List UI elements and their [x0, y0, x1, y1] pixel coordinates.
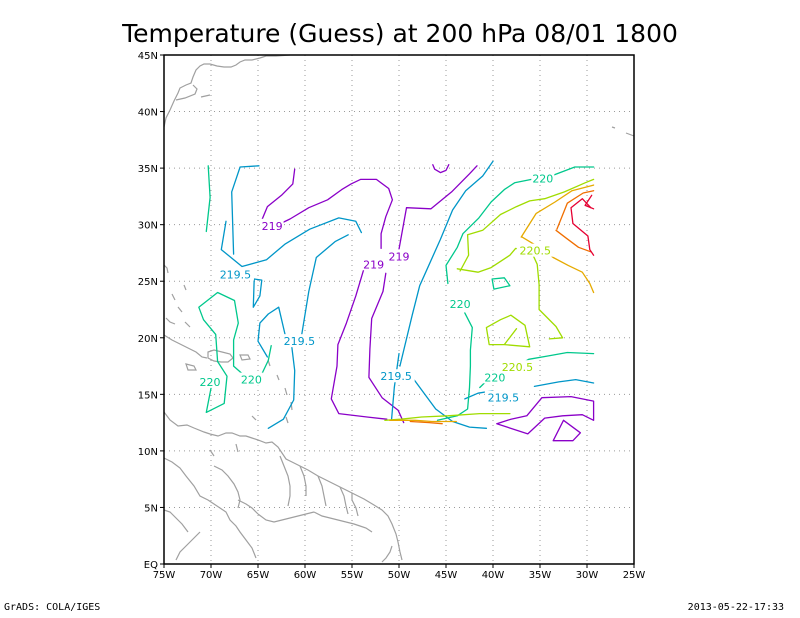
x-tick-label: 60W	[294, 570, 317, 581]
contour-label: 220.5	[502, 361, 534, 374]
contour-line-219	[261, 168, 296, 221]
contour-label-bg	[448, 296, 472, 310]
contour-label: 219.5	[380, 370, 412, 383]
contour-label: 219.5	[220, 268, 252, 281]
contour-label-bg	[260, 218, 284, 232]
contour-line-219-5	[220, 217, 363, 268]
y-tick-label: 30N	[138, 221, 158, 232]
footer-credit: GrADS: COLA/IGES	[4, 602, 101, 613]
contour-line-219	[396, 165, 478, 261]
y-tick-label: 35N	[138, 164, 158, 175]
contour-line-219-5	[390, 352, 400, 421]
contour-line-221-5	[556, 190, 595, 230]
x-tick-label: 25W	[623, 570, 646, 581]
contour-line-221-5	[409, 420, 443, 425]
contour-line-220	[205, 165, 211, 233]
contour-label-bg	[280, 334, 318, 348]
x-tick-label: 70W	[200, 570, 223, 581]
chart-title: Temperature (Guess) at 200 hPa 08/01 180…	[121, 19, 678, 48]
contour-label: 220	[532, 172, 553, 185]
contour-line-220	[445, 178, 533, 285]
contour-label: 219.5	[284, 335, 316, 348]
contour-label-bg	[377, 369, 415, 383]
contour-label-bg	[362, 257, 386, 271]
contour-label: 220	[484, 371, 505, 384]
contour-line-219-5	[300, 234, 349, 339]
y-tick-label: 15N	[138, 390, 158, 401]
contour-label-bg	[387, 249, 411, 263]
contour-line-219-5	[252, 278, 263, 308]
contour-line-222	[570, 198, 595, 256]
x-tick-label: 65W	[247, 570, 270, 581]
contour-line-219	[496, 395, 595, 435]
contour-line-221	[520, 184, 595, 238]
x-tick-label: 35W	[529, 570, 552, 581]
contour-line-219-5	[399, 160, 494, 367]
y-tick-label: 20N	[138, 334, 158, 345]
contour-label-bg	[483, 370, 507, 384]
contour-label-bg	[531, 171, 555, 185]
contour-line-221	[388, 419, 457, 423]
contour-line-220-5	[384, 412, 511, 421]
contour-line-220	[436, 312, 473, 421]
contour-line-220	[261, 345, 272, 375]
map-frame	[163, 54, 635, 565]
contour-line-221-5	[555, 229, 592, 253]
contour-line-220-5	[459, 178, 595, 272]
x-tick-label: 50W	[388, 570, 411, 581]
contour-line-219-5	[257, 306, 286, 358]
contour-label-bg	[498, 360, 536, 374]
contour-line-220	[491, 277, 511, 290]
contour-line-220	[198, 291, 249, 414]
x-tick-label: 75W	[153, 570, 176, 581]
contour-label: 219.5	[488, 392, 520, 405]
contour-line-219	[330, 257, 388, 420]
contour-line-219-5	[231, 165, 260, 255]
contour-lines	[198, 160, 595, 442]
contour-label-bg	[198, 374, 222, 388]
contour-label-bg	[516, 243, 554, 257]
contour-line-219	[552, 419, 582, 442]
contour-line-220-5	[485, 314, 531, 348]
x-tick-label: 55W	[341, 570, 364, 581]
contour-line-219	[265, 178, 394, 250]
y-tick-label: 25N	[138, 277, 158, 288]
contour-line-222	[584, 194, 595, 210]
contour-label: 219	[363, 258, 384, 271]
y-tick-label: 10N	[138, 447, 158, 458]
contour-label: 220	[450, 298, 471, 311]
contour-line-219	[432, 164, 450, 174]
footer-timestamp: 2013-05-22-17:33	[687, 602, 784, 613]
y-tick-label: 45N	[138, 51, 158, 62]
x-tick-label: 40W	[482, 570, 505, 581]
y-tick-label: 40N	[138, 108, 158, 119]
contour-label: 219	[389, 250, 410, 263]
x-axis-ticks: 75W 70W 65W 60W 55W 50W 45W 40W 35W 30W 25W	[153, 564, 646, 581]
y-tick-label: EQ	[144, 560, 158, 571]
contour-label-bg	[239, 372, 263, 386]
x-tick-label: 45W	[435, 570, 458, 581]
contour-label-bg	[484, 390, 522, 404]
contour-label: 220	[241, 374, 262, 387]
coastline-map	[163, 54, 635, 563]
y-axis-ticks: EQ 5N 10N 15N 20N 25N 30N 35N 40N 45N	[138, 51, 164, 571]
contour-line-219	[368, 272, 405, 424]
grid-lines	[164, 55, 634, 564]
contour-line-220-5	[456, 247, 564, 340]
contour-label: 220	[200, 376, 221, 389]
contour-label: 219	[262, 220, 283, 233]
y-tick-label: 5N	[144, 503, 158, 514]
contour-line-219-5	[533, 378, 595, 388]
contour-label-bg	[216, 267, 254, 281]
contour-line-220	[553, 166, 595, 176]
x-tick-label: 30W	[576, 570, 599, 581]
contour-label: 220.5	[520, 245, 552, 258]
contour-line-219-5	[267, 346, 296, 429]
